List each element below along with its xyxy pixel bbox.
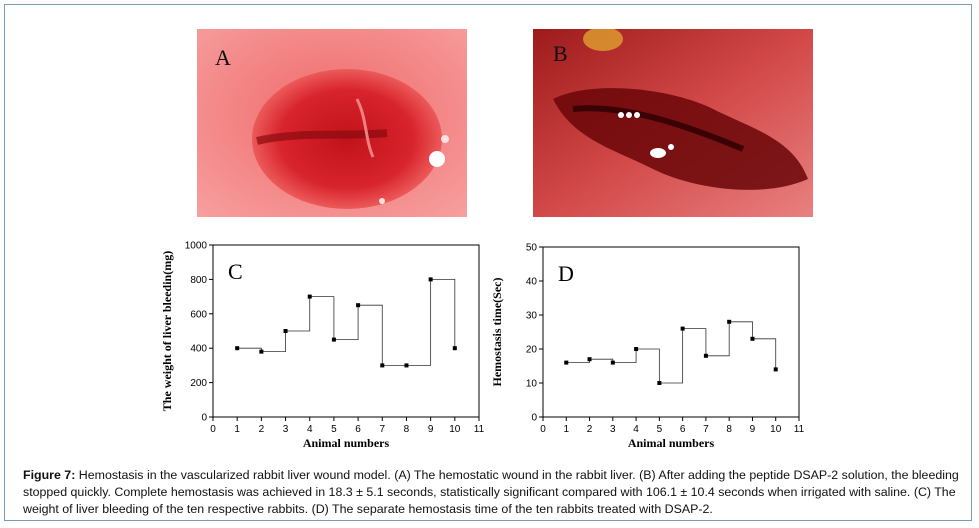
y-tick-label: 1000 — [185, 241, 208, 252]
x-tick-label: 8 — [726, 424, 732, 435]
x-tick-label: 4 — [633, 424, 639, 435]
x-tick-label: 6 — [680, 424, 686, 435]
x-tick-label: 7 — [703, 424, 709, 435]
x-tick-label: 7 — [379, 424, 385, 435]
data-point-marker — [727, 319, 732, 324]
figure-frame: A B 0 1 2 3 4 5 6 7 8 9 10 11 0 200 400 600 800 1000 Anim — [4, 4, 972, 521]
data-point-marker — [307, 294, 312, 299]
y-tick-label: 200 — [190, 378, 207, 389]
data-point-marker — [259, 349, 264, 354]
x-tick-label: 6 — [355, 424, 361, 435]
plot-frame — [212, 244, 480, 418]
photo-panel-b — [533, 29, 813, 217]
data-point-marker — [235, 346, 240, 351]
data-point-marker — [331, 337, 336, 342]
data-point-marker — [680, 326, 685, 331]
y-tick-label: 20 — [526, 345, 538, 356]
liver-wound-photo-b — [533, 29, 813, 217]
y-axis-title: Hemostasis time(Sec) — [490, 278, 504, 387]
data-point-marker — [380, 363, 385, 368]
y-tick-label: 10 — [526, 379, 538, 390]
x-axis-title: Animal numbers — [628, 436, 715, 450]
y-tick-label: 30 — [526, 311, 538, 322]
x-tick-label: 0 — [540, 424, 546, 435]
series-step-line — [237, 279, 456, 366]
x-tick-label: 3 — [283, 424, 289, 435]
panel-label: D — [558, 261, 574, 286]
x-tick-label: 8 — [404, 424, 410, 435]
data-point-marker — [703, 353, 708, 358]
x-tick-label: 1 — [563, 424, 569, 435]
photo-panel-a — [197, 29, 467, 217]
x-tick-label: 1 — [234, 424, 240, 435]
liver-wound-photo-a — [197, 29, 467, 217]
x-tick-label: 2 — [259, 424, 265, 435]
x-tick-label: 5 — [331, 424, 337, 435]
x-tick-label: 10 — [449, 424, 461, 435]
caption-text: Hemostasis in the vascularized rabbit li… — [23, 468, 959, 516]
x-tick-label: 3 — [610, 424, 616, 435]
y-tick-label: 0 — [201, 413, 207, 424]
chart-d: 0 1 2 3 4 5 6 7 8 9 10 11 0 10 20 30 40 50 Animal numbers H… — [490, 237, 805, 457]
x-tick-label: 9 — [428, 424, 434, 435]
data-point-marker — [773, 367, 778, 372]
plot-frame — [542, 246, 800, 418]
series-step-line — [566, 321, 777, 384]
data-point-marker — [610, 360, 615, 365]
x-tick-label: 10 — [770, 424, 782, 435]
x-tick-label: 0 — [210, 424, 216, 435]
y-tick-label: 0 — [531, 413, 537, 424]
x-axis-title: Animal numbers — [303, 436, 390, 450]
caption-figure-label: Figure 7: — [23, 468, 76, 482]
data-point-marker — [564, 360, 569, 365]
data-point-marker — [750, 336, 755, 341]
x-tick-label: 11 — [794, 424, 805, 435]
chart-c: 0 1 2 3 4 5 6 7 8 9 10 11 0 200 400 600 800 1000 Animal nu… — [155, 237, 495, 457]
panel-label-a: A — [215, 45, 231, 70]
y-tick-label: 400 — [190, 344, 207, 355]
chart-c-svg: 0 1 2 3 4 5 6 7 8 9 10 11 0 200 400 600 800 1000 Animal nu… — [160, 241, 485, 451]
panel-label: C — [228, 259, 243, 284]
data-point-marker — [634, 347, 639, 351]
data-point-marker — [428, 277, 433, 282]
panel-label-b: B — [553, 41, 568, 66]
y-tick-label: 600 — [190, 309, 207, 320]
data-point-marker — [404, 363, 409, 368]
data-point-marker — [587, 357, 592, 362]
y-tick-label: 800 — [190, 275, 207, 286]
x-tick-label: 5 — [657, 424, 663, 435]
data-point-marker — [356, 303, 361, 308]
x-tick-label: 11 — [474, 424, 485, 435]
figure-caption: Figure 7: Hemostasis in the vascularized… — [23, 467, 963, 518]
y-tick-label: 40 — [526, 277, 538, 288]
y-tick-label: 50 — [526, 243, 538, 254]
chart-d-svg: 0 1 2 3 4 5 6 7 8 9 10 11 0 10 20 30 40 50 Animal numbers H… — [490, 243, 805, 451]
data-point-marker — [452, 346, 457, 351]
data-point-marker — [657, 381, 662, 385]
data-point-marker — [283, 329, 288, 333]
y-axis-title: The weight of liver bleedin(mg) — [160, 251, 174, 411]
x-tick-label: 2 — [587, 424, 593, 435]
x-tick-label: 4 — [307, 424, 313, 435]
x-tick-label: 9 — [750, 424, 756, 435]
